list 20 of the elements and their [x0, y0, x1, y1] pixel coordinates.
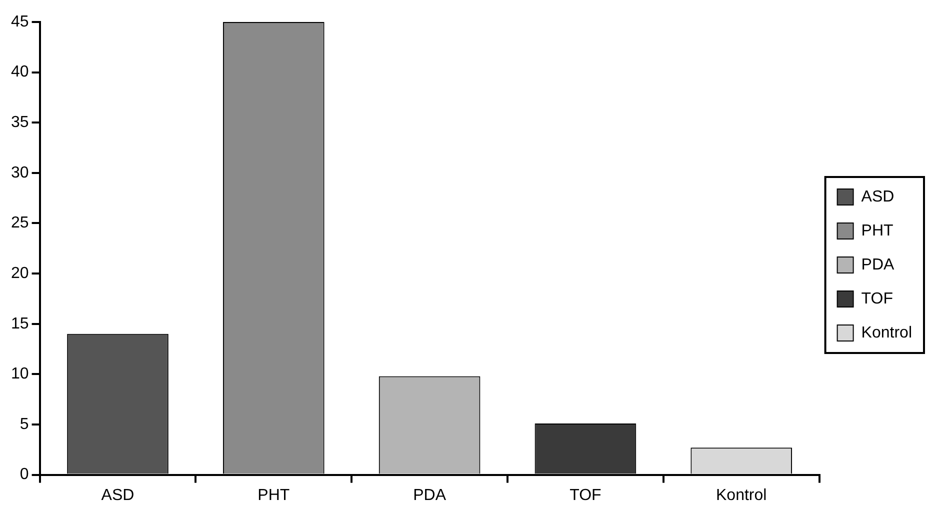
- x-tick-label: ASD: [101, 486, 134, 504]
- y-tick-label: 5: [20, 416, 29, 433]
- y-tick-label: 10: [11, 366, 29, 383]
- y-tick-label: 20: [11, 264, 29, 282]
- legend-label: TOF: [861, 290, 894, 308]
- y-tick-label: 15: [11, 315, 29, 332]
- y-tick-label: 35: [11, 114, 29, 132]
- legend-label: ASD: [861, 188, 894, 206]
- x-tick-label: PHT: [258, 486, 290, 504]
- y-tick-label: 40: [11, 64, 29, 81]
- y-tick-label: 30: [11, 164, 29, 182]
- y-tick-label: 25: [11, 214, 29, 232]
- y-tick-label: 45: [11, 13, 29, 30]
- legend-label: PDA: [861, 256, 895, 274]
- x-tick-label: PDA: [413, 486, 446, 504]
- legend-label: Kontrol: [861, 324, 912, 342]
- y-tick-label: 0: [20, 466, 29, 484]
- x-tick-label: TOF: [570, 486, 602, 504]
- legend-label: PHT: [861, 222, 894, 240]
- x-tick-label: Kontrol: [716, 486, 767, 504]
